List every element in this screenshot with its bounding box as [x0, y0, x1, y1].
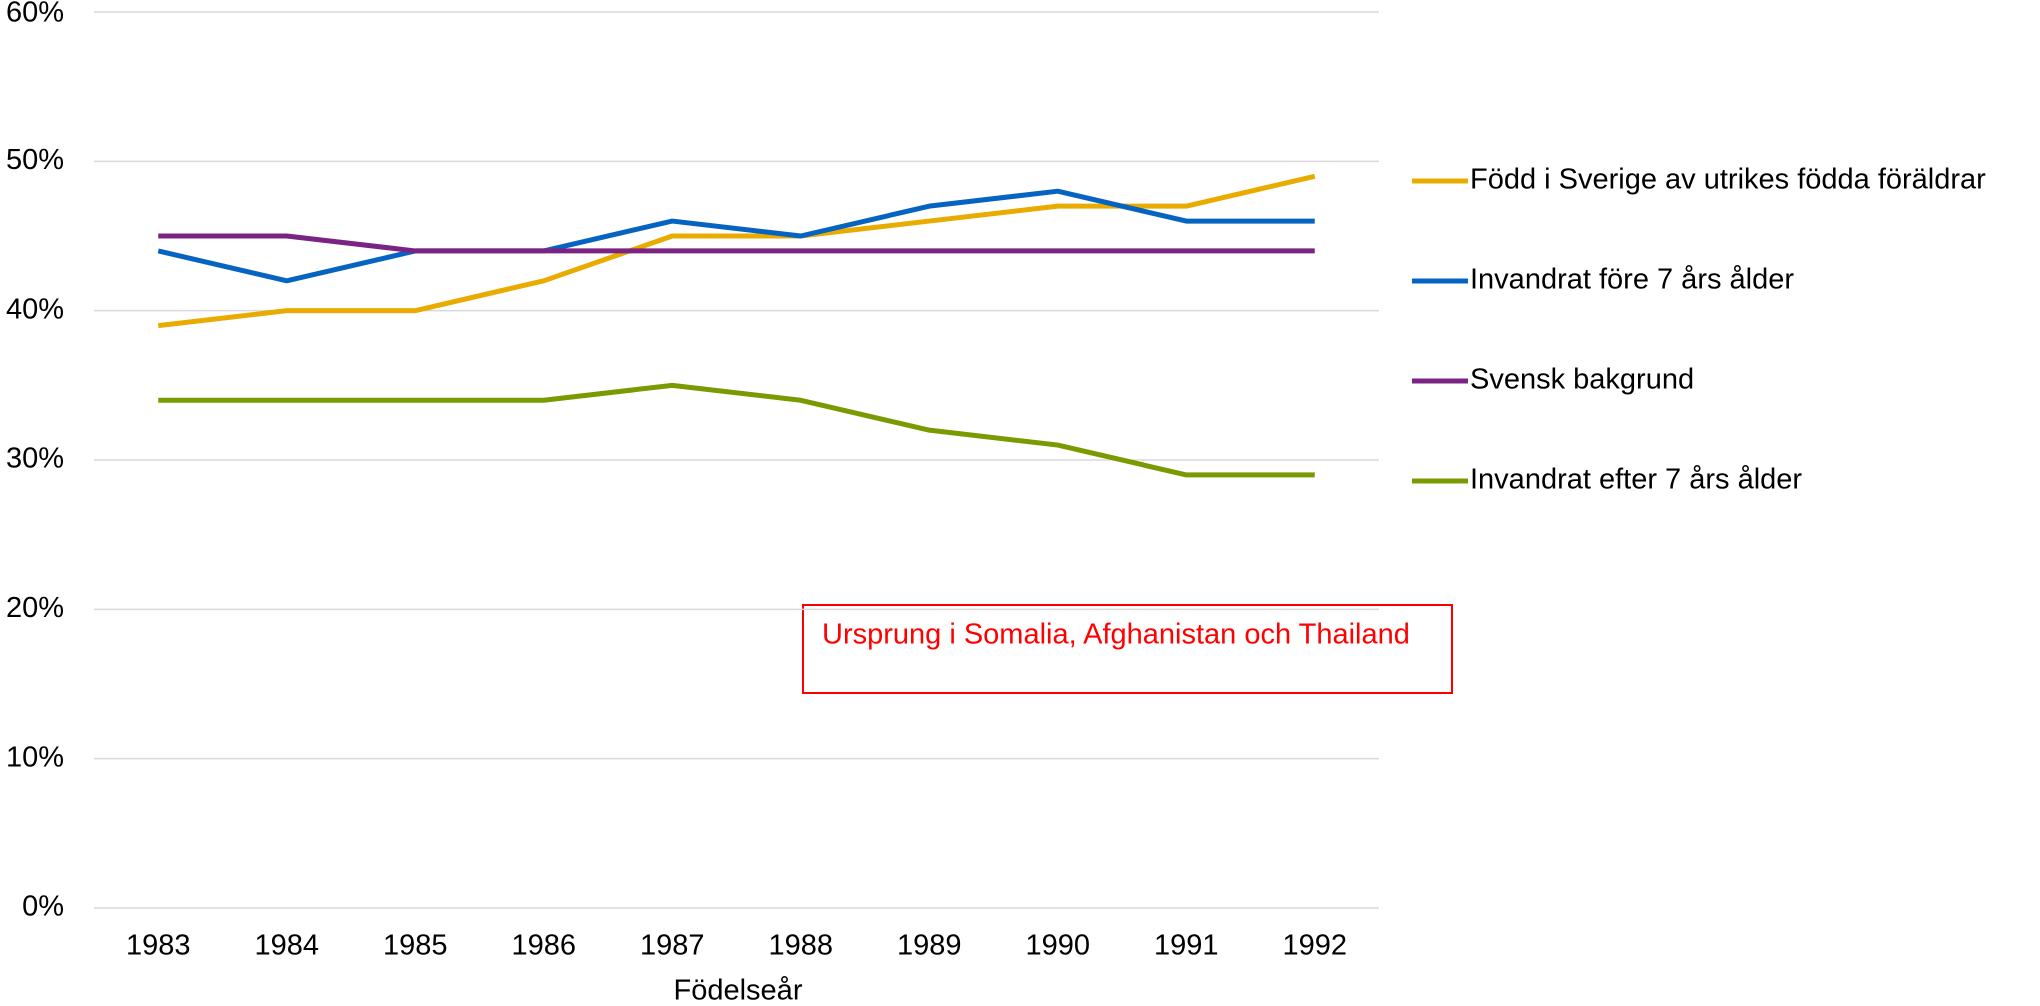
- y-tick-label: 60%: [6, 0, 64, 29]
- x-tick-label: 1986: [511, 930, 576, 962]
- series-line: [157, 188, 1315, 284]
- x-tick-label: 1988: [768, 930, 833, 962]
- legend-label: Svensk bakgrund: [1470, 364, 1694, 396]
- y-tick-label: 0%: [22, 891, 64, 923]
- x-axis-label: Födelseår: [674, 975, 803, 1006]
- x-tick-label: 1984: [254, 930, 319, 962]
- y-tick-label: 40%: [6, 293, 64, 325]
- y-tick-label: 30%: [6, 443, 64, 475]
- y-tick-label: 20%: [6, 592, 64, 624]
- x-tick-label: 1990: [1025, 930, 1090, 962]
- x-tick-label: 1992: [1282, 930, 1347, 962]
- y-tick-label: 10%: [6, 741, 64, 773]
- x-tick-label: 1987: [640, 930, 705, 962]
- legend-label: Invandrat efter 7 års ålder: [1470, 464, 1802, 496]
- series-line: [158, 233, 1315, 254]
- annotation-box: [802, 604, 1453, 694]
- series-line: [158, 382, 1315, 478]
- x-tick-label: 1983: [126, 930, 191, 962]
- legend-label: Invandrat före 7 års ålder: [1470, 264, 1794, 296]
- y-tick-label: 50%: [6, 144, 64, 176]
- x-tick-label: 1985: [383, 930, 448, 962]
- annotation: Ursprung i Somalia, Afghanistan och Thai…: [822, 619, 1410, 651]
- x-tick-label: 1989: [897, 930, 962, 962]
- legend-label: Född i Sverige av utrikes födda föräldra…: [1470, 164, 1986, 196]
- x-tick-label: 1991: [1154, 930, 1219, 962]
